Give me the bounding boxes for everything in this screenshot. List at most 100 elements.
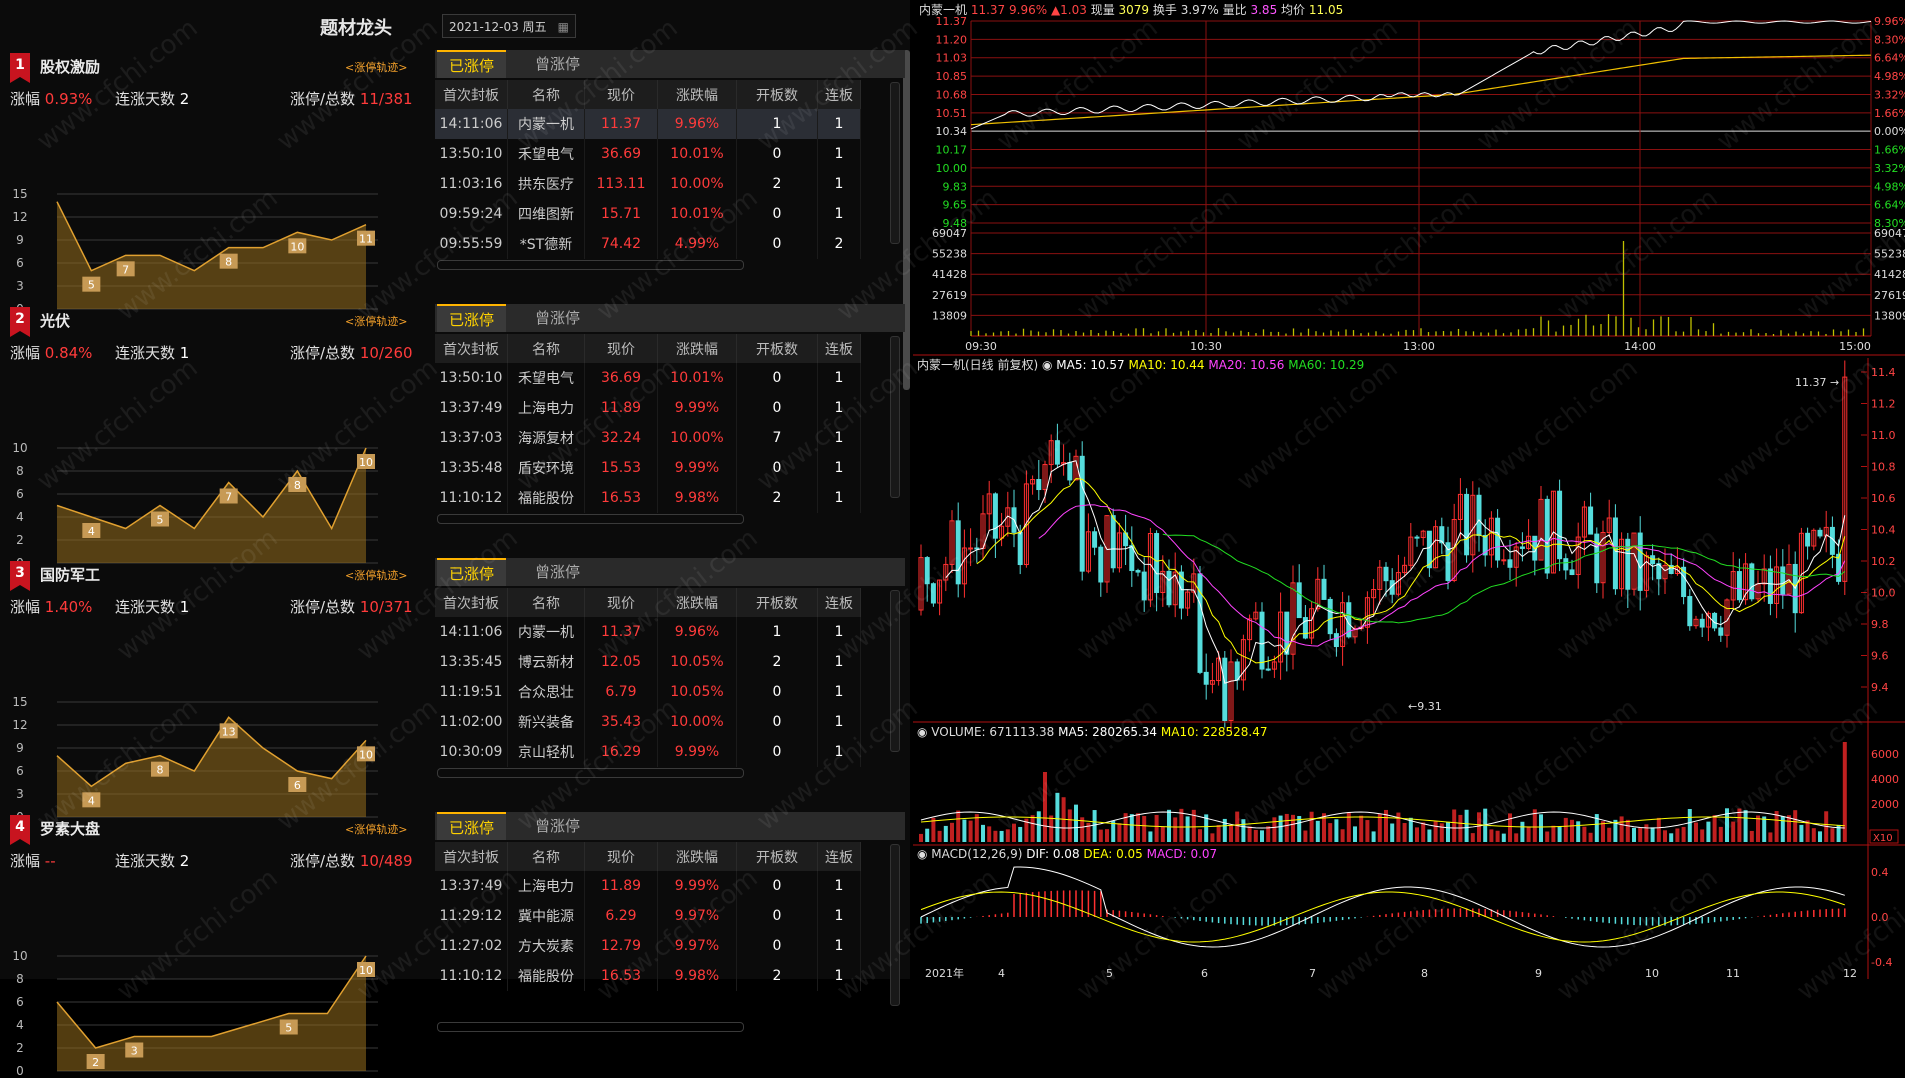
vertical-scrollbar[interactable] bbox=[890, 590, 900, 752]
tab-limit-up[interactable]: 已涨停 bbox=[437, 304, 507, 332]
vertical-scrollbar[interactable] bbox=[890, 336, 900, 498]
column-header[interactable]: 开板数 bbox=[736, 588, 818, 617]
candle-body bbox=[1805, 532, 1811, 547]
column-header[interactable]: 名称 bbox=[507, 588, 585, 617]
stock-charts-svg: 内蒙一机 11.37 9.96% ▲1.03 现量 3079 换手 3.97% … bbox=[913, 3, 1905, 980]
candle-body bbox=[1600, 532, 1606, 584]
table-row[interactable]: 13:50:10 禾望电气 36.69 10.01% 0 1 bbox=[435, 363, 861, 393]
table-row[interactable]: 13:37:03 海源复材 32.24 10.00% 7 1 bbox=[435, 423, 861, 453]
column-header[interactable]: 开板数 bbox=[736, 80, 818, 109]
panel-scrollbar[interactable] bbox=[903, 50, 910, 390]
candle-body bbox=[1135, 570, 1141, 573]
horizontal-scrollbar[interactable] bbox=[437, 260, 744, 270]
tab-limit-up[interactable]: 已涨停 bbox=[437, 812, 507, 840]
table-row[interactable]: 11:19:51 合众思壮 6.79 10.05% 0 1 bbox=[435, 677, 861, 707]
table-row[interactable]: 11:03:16 拱东医疗 113.11 10.00% 2 1 bbox=[435, 169, 861, 199]
tab-limit-up[interactable]: 已涨停 bbox=[437, 558, 507, 586]
theme-rank-badge: 3 bbox=[10, 561, 30, 591]
limit-track-link[interactable]: <涨停轨迹> bbox=[345, 569, 408, 582]
table-row[interactable]: 13:37:49 上海电力 11.89 9.99% 0 1 bbox=[435, 871, 861, 901]
date-picker[interactable]: 2021-12-03 周五 ▦ bbox=[442, 14, 576, 38]
table-header-row: 首次封板 名称 现价 涨跌幅 开板数 连板 bbox=[435, 588, 861, 617]
column-header[interactable]: 现价 bbox=[584, 334, 658, 363]
table-cell: 0 bbox=[736, 871, 818, 901]
column-header[interactable]: 现价 bbox=[584, 588, 658, 617]
table-row[interactable]: 14:11:06 内蒙一机 11.37 9.96% 1 1 bbox=[435, 617, 861, 647]
table-cell: 福能股份 bbox=[507, 961, 585, 991]
volume-bar bbox=[1756, 815, 1760, 842]
table-row[interactable]: 13:50:10 禾望电气 36.69 10.01% 0 1 bbox=[435, 139, 861, 169]
table-row[interactable]: 10:30:09 京山轻机 16.29 9.99% 0 1 bbox=[435, 737, 861, 767]
tab-was-limit-up[interactable]: 曾涨停 bbox=[535, 817, 581, 835]
table-cell: 11.37 bbox=[584, 109, 658, 139]
column-header[interactable]: 涨跌幅 bbox=[657, 80, 737, 109]
page-title: 题材龙头 bbox=[320, 18, 392, 39]
value-label: 10 bbox=[359, 456, 373, 469]
candle-body bbox=[1761, 568, 1767, 585]
candle-body bbox=[930, 583, 936, 604]
column-header[interactable]: 现价 bbox=[584, 842, 658, 871]
column-header[interactable]: 现价 bbox=[584, 80, 658, 109]
horizontal-scrollbar[interactable] bbox=[437, 768, 744, 778]
column-header[interactable]: 首次封板 bbox=[435, 842, 508, 871]
value-badge bbox=[288, 238, 307, 254]
table-cell: 盾安环境 bbox=[507, 453, 585, 483]
table-row[interactable]: 11:27:02 方大炭素 12.79 9.97% 0 1 bbox=[435, 931, 861, 961]
table-row[interactable]: 14:11:06 内蒙一机 11.37 9.96% 1 1 bbox=[435, 109, 861, 139]
value-badge bbox=[82, 523, 101, 538]
tab-was-limit-up[interactable]: 曾涨停 bbox=[535, 309, 581, 327]
vertical-scrollbar[interactable] bbox=[890, 82, 900, 244]
table-cell: 禾望电气 bbox=[507, 363, 585, 393]
table-cell: 0 bbox=[736, 931, 818, 961]
column-header[interactable]: 连板 bbox=[817, 80, 861, 109]
column-header[interactable]: 开板数 bbox=[736, 334, 818, 363]
limit-up-stock-table: 已涨停 曾涨停首次封板 名称 现价 涨跌幅 开板数 连板 14:11:06 内蒙一机 11.37 9… bbox=[435, 50, 905, 290]
value-label: 5 bbox=[88, 279, 95, 292]
tab-limit-up[interactable]: 已涨停 bbox=[437, 50, 507, 78]
limit-tabs: 已涨停 曾涨停 bbox=[435, 812, 905, 840]
table-row[interactable]: 11:10:12 福能股份 16.53 9.98% 2 1 bbox=[435, 483, 861, 513]
tab-was-limit-up[interactable]: 曾涨停 bbox=[535, 55, 581, 73]
vertical-scrollbar[interactable] bbox=[890, 844, 900, 1006]
table-row[interactable]: 13:37:49 上海电力 11.89 9.99% 0 1 bbox=[435, 393, 861, 423]
column-header[interactable]: 涨跌幅 bbox=[657, 588, 737, 617]
table-cell: 1 bbox=[736, 109, 818, 139]
table-row[interactable]: 09:59:24 四维图新 15.71 10.01% 0 1 bbox=[435, 199, 861, 229]
table-row[interactable]: 13:35:45 博云新材 12.05 10.05% 2 1 bbox=[435, 647, 861, 677]
column-header[interactable]: 首次封板 bbox=[435, 80, 508, 109]
vol-tick-right: 41428 bbox=[1874, 268, 1905, 281]
column-header[interactable]: 名称 bbox=[507, 842, 585, 871]
column-header[interactable]: 首次封板 bbox=[435, 334, 508, 363]
column-header[interactable]: 名称 bbox=[507, 334, 585, 363]
vol-tick-right: 27619 bbox=[1874, 289, 1905, 302]
column-header[interactable]: 涨跌幅 bbox=[657, 334, 737, 363]
horizontal-scrollbar[interactable] bbox=[437, 514, 744, 524]
tab-was-limit-up[interactable]: 曾涨停 bbox=[535, 563, 581, 581]
table-row[interactable]: 11:02:00 新兴装备 35.43 10.00% 0 1 bbox=[435, 707, 861, 737]
table-row[interactable]: 13:35:48 盾安环境 15.53 9.99% 0 1 bbox=[435, 453, 861, 483]
calendar-icon[interactable]: ▦ bbox=[557, 20, 569, 34]
candle-body bbox=[1383, 566, 1389, 582]
volume-bar bbox=[1811, 828, 1816, 842]
price-tick-left: 10.00 bbox=[936, 162, 968, 175]
kline-tick-label: 10.4 bbox=[1871, 524, 1896, 537]
column-header[interactable]: 首次封板 bbox=[435, 588, 508, 617]
column-header[interactable]: 连板 bbox=[817, 588, 861, 617]
column-header[interactable]: 开板数 bbox=[736, 842, 818, 871]
candle-body bbox=[1054, 440, 1060, 465]
volume-bar bbox=[1725, 808, 1729, 842]
column-header[interactable]: 连板 bbox=[817, 334, 861, 363]
table-cell: 36.69 bbox=[584, 139, 658, 169]
column-header[interactable]: 涨跌幅 bbox=[657, 842, 737, 871]
volume-bar bbox=[1644, 824, 1649, 842]
limit-track-link[interactable]: <涨停轨迹> bbox=[345, 823, 408, 836]
table-row[interactable]: 11:29:12 冀中能源 6.29 9.97% 0 1 bbox=[435, 901, 861, 931]
volume-ma10: MA10: 228528.47 bbox=[1161, 725, 1268, 739]
column-header[interactable]: 名称 bbox=[507, 80, 585, 109]
limit-track-link[interactable]: <涨停轨迹> bbox=[345, 61, 408, 74]
horizontal-scrollbar[interactable] bbox=[437, 1022, 744, 1032]
time-label: 14:00 bbox=[1624, 340, 1656, 353]
limit-track-link[interactable]: <涨停轨迹> bbox=[345, 315, 408, 328]
column-header[interactable]: 连板 bbox=[817, 842, 861, 871]
table-row[interactable]: 09:55:59 *ST德新 74.42 4.99% 0 2 bbox=[435, 229, 861, 259]
